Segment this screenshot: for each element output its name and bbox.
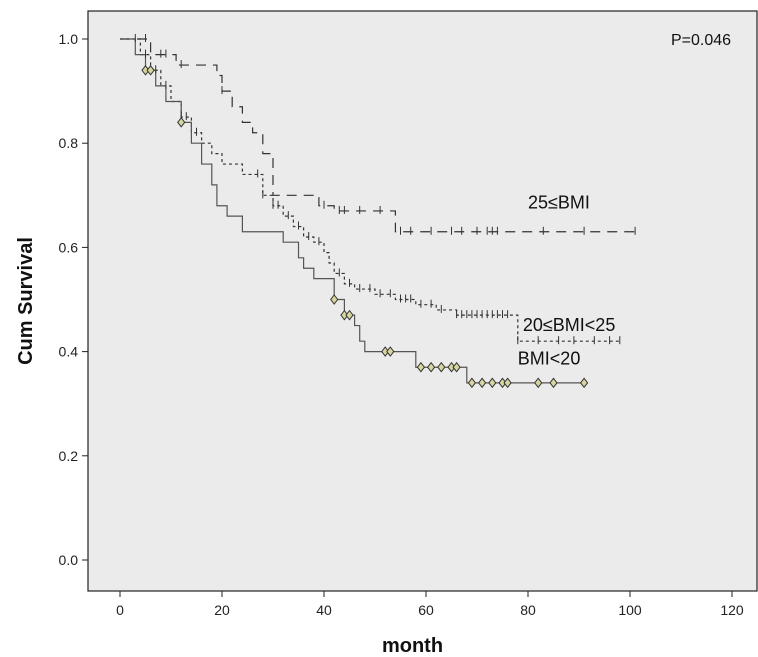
x-axis-title: month xyxy=(382,635,443,657)
survival-curve-series-3 xyxy=(120,38,585,384)
censor-mark xyxy=(452,361,461,373)
curve-label: BMI<20 xyxy=(518,349,581,369)
x-tick-label: 40 xyxy=(316,602,332,618)
survival-curve-series-1 xyxy=(120,38,636,233)
y-tick-label: 0.4 xyxy=(59,344,79,360)
y-tick-label: 0.6 xyxy=(59,239,79,255)
censor-mark xyxy=(416,361,426,373)
y-tick-label: 1.0 xyxy=(59,31,79,47)
plot-area xyxy=(87,10,758,592)
y-tick-label: 0.8 xyxy=(59,135,79,151)
curve-label: 20≤BMI<25 xyxy=(523,315,615,335)
censor-mark xyxy=(477,377,487,389)
y-tick-label: 0.2 xyxy=(59,448,79,464)
censor-mark xyxy=(534,377,543,389)
x-tick-label: 100 xyxy=(618,602,642,618)
censor-mark xyxy=(437,361,446,373)
x-tick-label: 20 xyxy=(214,602,230,618)
censor-mark xyxy=(146,64,155,76)
censor-mark xyxy=(503,377,512,389)
censor-mark xyxy=(488,377,497,389)
x-tick-label: 120 xyxy=(720,602,744,618)
x-tick-label: 0 xyxy=(116,602,124,618)
x-tick-label: 60 xyxy=(418,602,434,618)
censor-mark xyxy=(467,377,477,389)
curve-labels: 25≤BMI 20≤BMI<25 BMI<20 xyxy=(518,192,616,368)
censor-marks xyxy=(134,34,636,389)
censor-mark xyxy=(386,346,395,357)
censor-mark xyxy=(330,294,339,305)
censor-mark xyxy=(549,377,558,389)
axis-ticks: 0 20 40 60 80 100 120 0.0 0.2 0.4 0.6 0.8 1.0 xyxy=(59,31,744,618)
x-tick-label: 80 xyxy=(520,602,536,618)
censor-mark xyxy=(177,117,186,128)
y-axis-title: Cum Survival xyxy=(15,237,37,365)
survival-curves xyxy=(120,38,636,384)
censor-mark xyxy=(426,361,436,373)
curve-label: 25≤BMI xyxy=(528,192,590,212)
p-value-label: P=0.046 xyxy=(671,32,731,49)
y-tick-label: 0.0 xyxy=(59,552,79,568)
censor-mark xyxy=(345,309,354,321)
censor-mark xyxy=(579,377,589,389)
